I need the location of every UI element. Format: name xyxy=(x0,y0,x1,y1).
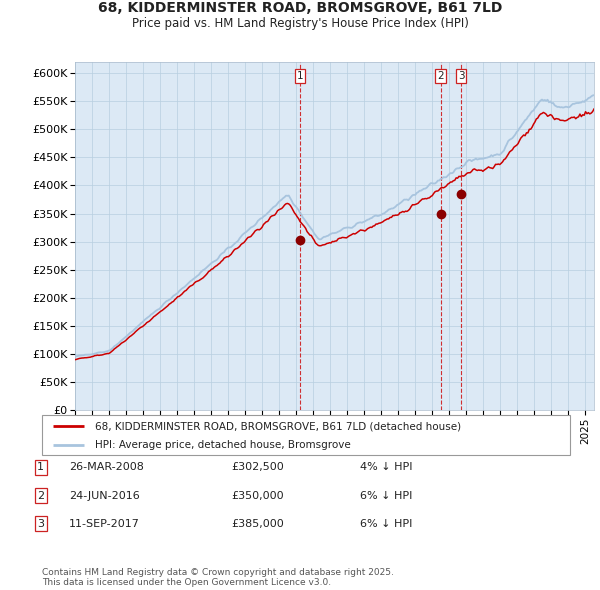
Text: Contains HM Land Registry data © Crown copyright and database right 2025.
This d: Contains HM Land Registry data © Crown c… xyxy=(42,568,394,587)
Text: 68, KIDDERMINSTER ROAD, BROMSGROVE, B61 7LD: 68, KIDDERMINSTER ROAD, BROMSGROVE, B61 … xyxy=(98,1,502,15)
Text: 68, KIDDERMINSTER ROAD, BROMSGROVE, B61 7LD (detached house): 68, KIDDERMINSTER ROAD, BROMSGROVE, B61 … xyxy=(95,421,461,431)
Text: Price paid vs. HM Land Registry's House Price Index (HPI): Price paid vs. HM Land Registry's House … xyxy=(131,17,469,30)
Text: 24-JUN-2016: 24-JUN-2016 xyxy=(69,491,140,500)
Text: 11-SEP-2017: 11-SEP-2017 xyxy=(69,519,140,529)
Text: 4% ↓ HPI: 4% ↓ HPI xyxy=(360,463,413,472)
Text: HPI: Average price, detached house, Bromsgrove: HPI: Average price, detached house, Brom… xyxy=(95,440,350,450)
Text: 26-MAR-2008: 26-MAR-2008 xyxy=(69,463,144,472)
Text: 1: 1 xyxy=(297,71,304,81)
Text: 6% ↓ HPI: 6% ↓ HPI xyxy=(360,491,412,500)
Text: 3: 3 xyxy=(37,519,44,529)
Text: 2: 2 xyxy=(37,491,44,500)
Text: £302,500: £302,500 xyxy=(231,463,284,472)
Text: 1: 1 xyxy=(37,463,44,472)
Text: 3: 3 xyxy=(458,71,464,81)
Text: 2: 2 xyxy=(437,71,444,81)
Text: £350,000: £350,000 xyxy=(231,491,284,500)
Text: 6% ↓ HPI: 6% ↓ HPI xyxy=(360,519,412,529)
Text: £385,000: £385,000 xyxy=(231,519,284,529)
